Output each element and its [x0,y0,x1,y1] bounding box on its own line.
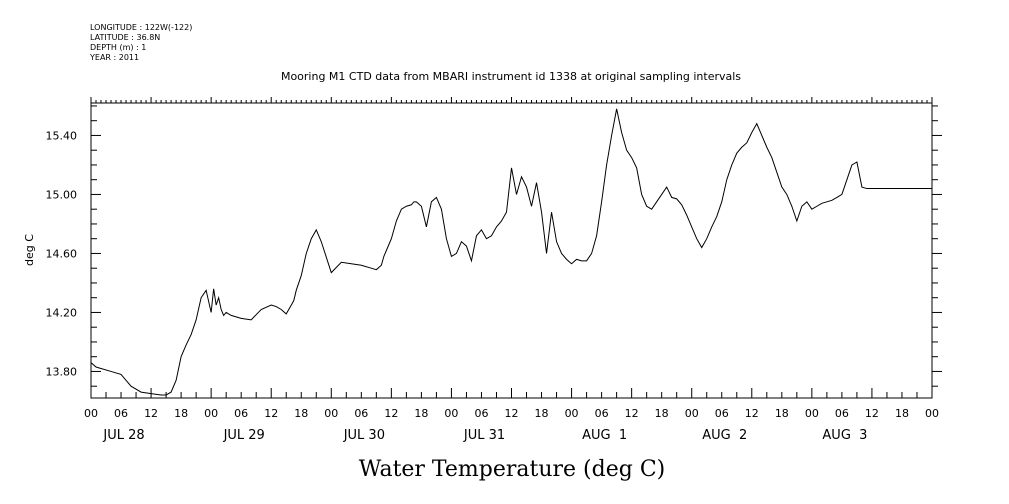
x-tick-label: 06 [715,407,729,420]
x-tick-label: 06 [835,407,849,420]
y-tick-label: 13.80 [46,365,78,378]
y-tick-label: 15.00 [46,188,78,201]
series-line-water-temperature [90,108,932,396]
day-label: AUG 1 [582,428,627,443]
plot-frame [90,102,933,399]
y-tick-labels: 13.80 14.20 14.60 15.00 15.40 [46,129,78,378]
x-tick-label: 00 [84,407,98,420]
x-tick-label: 12 [505,407,519,420]
x-tick-label: 00 [444,407,458,420]
x-tick-label: 12 [745,407,759,420]
x-tick-label: 06 [234,407,248,420]
meta-longitude: LONGITUDE : 122W(-122) [90,23,192,32]
x-tick-labels: 00 06 12 18 00 06 12 18 00 06 12 18 00 06 12 18 00 06 12 18… [84,407,939,420]
x-tick-label: 12 [264,407,278,420]
x-tick-label: 18 [895,407,909,420]
x-tick-label: 06 [114,407,128,420]
x-tick-label: 00 [685,407,699,420]
day-labels: JUL 28 JUL 29 JUL 30 JUL 31 AUG 1 AUG 2 AUG 3 [102,428,867,443]
x-tick-label: 12 [144,407,158,420]
x-tick-label: 06 [354,407,368,420]
x-tick-label: 18 [414,407,428,420]
y-tick-label: 14.60 [46,247,78,260]
meta-latitude: LATITUDE : 36.8N [90,33,160,42]
x-axis-label: Water Temperature (deg C) [359,457,666,482]
x-tick-label: 12 [865,407,879,420]
x-tick-label: 06 [474,407,488,420]
meta-year: YEAR : 2011 [89,53,139,62]
x-tick-label: 12 [625,407,639,420]
x-tick-label: 18 [174,407,188,420]
day-label: AUG 3 [822,428,867,443]
day-label: JUL 30 [343,428,385,443]
x-tick-label: 18 [294,407,308,420]
x-tick-label: 00 [204,407,218,420]
x-tick-label: 18 [535,407,549,420]
y-axis-label: deg C [23,234,36,266]
x-tick-label: 06 [595,407,609,420]
day-label: JUL 31 [463,428,505,443]
x-tick-label: 00 [324,407,338,420]
day-label: JUL 28 [102,428,144,443]
x-tick-label: 00 [805,407,819,420]
chart-title: Mooring M1 CTD data from MBARI instrumen… [281,70,741,83]
day-label: JUL 29 [223,428,265,443]
day-label: AUG 2 [702,428,747,443]
x-tick-label: 00 [925,407,939,420]
axis-ticks [90,97,942,398]
x-tick-label: 18 [655,407,669,420]
metadata-block: LONGITUDE : 122W(-122) LATITUDE : 36.8N … [89,23,192,62]
meta-depth: DEPTH (m) : 1 [90,43,146,52]
y-tick-label: 14.20 [46,306,78,319]
y-tick-label: 15.40 [46,129,78,142]
x-tick-label: 12 [384,407,398,420]
x-tick-label: 00 [565,407,579,420]
x-tick-label: 18 [775,407,789,420]
